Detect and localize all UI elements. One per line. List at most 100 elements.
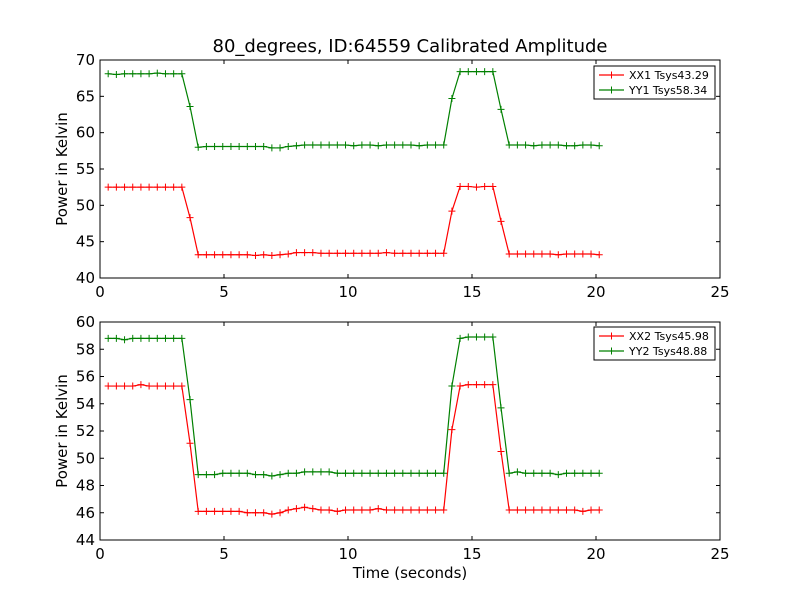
top-point-xx1-60 bbox=[595, 251, 603, 259]
bottom-xtick-label-4: 20 bbox=[586, 545, 605, 563]
top-point-yy1-45 bbox=[472, 68, 480, 76]
top-point-xx1-17 bbox=[243, 251, 251, 259]
bottom-point-yy2-34 bbox=[382, 469, 390, 477]
top-point-xx1-32 bbox=[366, 249, 374, 257]
bottom-point-xx2-13 bbox=[211, 507, 219, 515]
bottom-ytick-label-5: 54 bbox=[76, 395, 95, 413]
bottom-legend-box bbox=[593, 326, 716, 361]
top-point-xx1-7 bbox=[161, 183, 169, 191]
top-point-xx1-36 bbox=[399, 249, 407, 257]
bottom-point-xx2-56 bbox=[562, 506, 570, 514]
bottom-point-yy2-25 bbox=[309, 468, 317, 476]
top-point-xx1-39 bbox=[423, 249, 431, 257]
top-point-yy1-18 bbox=[251, 142, 259, 150]
top-point-yy1-48 bbox=[497, 105, 505, 113]
bottom-point-xx2-27 bbox=[325, 506, 333, 514]
bottom-point-xx2-52 bbox=[530, 506, 538, 514]
bottom-point-xx2-45 bbox=[472, 381, 480, 389]
bottom-point-xx2-5 bbox=[145, 382, 153, 390]
top-ytick-label-2: 50 bbox=[76, 196, 95, 214]
top-point-xx1-38 bbox=[415, 249, 423, 257]
top-point-yy1-52 bbox=[530, 142, 538, 150]
top-point-xx1-50 bbox=[513, 250, 521, 258]
top-xtick-label-2: 10 bbox=[338, 283, 357, 301]
top-point-xx1-37 bbox=[407, 249, 415, 257]
bottom-legend: XX2 Tsys45.98 YY2 Tsys48.88 bbox=[593, 326, 716, 361]
top-point-xx1-21 bbox=[276, 251, 284, 259]
top-point-yy1-0 bbox=[104, 70, 112, 78]
top-point-yy1-42 bbox=[448, 95, 456, 103]
bottom-point-yy2-54 bbox=[546, 469, 554, 477]
bottom-point-yy2-11 bbox=[194, 471, 202, 479]
top-legend-marker-yy1 bbox=[608, 86, 615, 94]
top-point-yy1-36 bbox=[399, 141, 407, 149]
top-point-xx1-40 bbox=[432, 249, 440, 257]
bottom-ytick-label-8: 60 bbox=[76, 313, 95, 331]
bottom-point-xx2-29 bbox=[342, 506, 350, 514]
bottom-ytick-label-6: 56 bbox=[76, 368, 95, 386]
top-point-xx1-23 bbox=[292, 249, 300, 257]
bottom-point-yy2-9 bbox=[178, 334, 186, 342]
top-point-yy1-17 bbox=[243, 142, 251, 150]
top-plot-panel: 0 5 10 15 20 25 40 45 50 55 60 65 70 Power in Kelvin X… bbox=[53, 51, 730, 301]
bottom-point-yy2-56 bbox=[562, 469, 570, 477]
top-point-yy1-20 bbox=[268, 144, 276, 152]
top-point-xx1-29 bbox=[342, 249, 350, 257]
bottom-point-xx2-12 bbox=[202, 507, 210, 515]
bottom-point-yy2-2 bbox=[121, 336, 129, 344]
top-point-yy1-25 bbox=[309, 141, 317, 149]
top-point-yy1-1 bbox=[112, 71, 120, 79]
bottom-point-yy2-59 bbox=[587, 469, 595, 477]
bottom-point-yy2-16 bbox=[235, 469, 243, 477]
bottom-ytick-label-2: 48 bbox=[76, 477, 95, 495]
bottom-point-xx2-15 bbox=[227, 507, 235, 515]
top-point-yy1-50 bbox=[513, 141, 521, 149]
top-legend-label-xx1: XX1 Tsys43.29 bbox=[629, 69, 709, 82]
top-point-yy1-27 bbox=[325, 141, 333, 149]
bottom-point-xx2-25 bbox=[309, 505, 317, 513]
top-point-xx1-14 bbox=[219, 251, 227, 259]
top-point-yy1-41 bbox=[440, 141, 448, 149]
top-point-yy1-8 bbox=[170, 70, 178, 78]
bottom-point-xx2-60 bbox=[595, 506, 603, 514]
bottom-ytick-label-0: 44 bbox=[76, 531, 95, 549]
bottom-point-yy2-36 bbox=[399, 469, 407, 477]
bottom-point-xx2-47 bbox=[489, 381, 497, 389]
bottom-xtick-label-0: 0 bbox=[95, 545, 105, 563]
top-point-xx1-57 bbox=[571, 250, 579, 258]
top-point-yy1-6 bbox=[153, 69, 161, 77]
bottom-point-xx2-22 bbox=[284, 506, 292, 514]
top-point-yy1-19 bbox=[260, 142, 268, 150]
top-point-xx1-15 bbox=[227, 251, 235, 259]
bottom-legend-marker-xx2 bbox=[608, 332, 615, 340]
bottom-point-yy2-41 bbox=[440, 469, 448, 477]
bottom-point-xx2-55 bbox=[554, 506, 562, 514]
top-point-yy1-13 bbox=[211, 142, 219, 150]
top-point-yy1-21 bbox=[276, 144, 284, 152]
bottom-point-xx2-58 bbox=[579, 507, 587, 515]
bottom-point-xx2-2 bbox=[121, 382, 129, 390]
bottom-point-yy2-0 bbox=[104, 334, 112, 342]
bottom-xtick-label-3: 15 bbox=[462, 545, 481, 563]
top-point-yy1-59 bbox=[587, 141, 595, 149]
top-point-xx1-42 bbox=[448, 207, 456, 215]
top-point-xx1-58 bbox=[579, 250, 587, 258]
bottom-point-yy2-24 bbox=[301, 468, 309, 476]
bottom-point-xx2-8 bbox=[170, 382, 178, 390]
bottom-point-yy2-39 bbox=[423, 469, 431, 477]
top-point-xx1-18 bbox=[251, 251, 259, 259]
bottom-point-yy2-44 bbox=[464, 333, 472, 341]
bottom-point-xx2-38 bbox=[415, 506, 423, 514]
top-point-yy1-56 bbox=[562, 142, 570, 150]
bottom-point-yy2-58 bbox=[579, 469, 587, 477]
bottom-point-xx2-32 bbox=[366, 506, 374, 514]
bottom-point-yy2-10 bbox=[186, 396, 194, 404]
bottom-ylabel: Power in Kelvin bbox=[53, 374, 71, 488]
top-point-xx1-3 bbox=[129, 183, 137, 191]
bottom-legend-marker-yy2 bbox=[608, 347, 615, 355]
top-point-yy1-3 bbox=[129, 70, 137, 78]
top-point-yy1-51 bbox=[522, 141, 530, 149]
top-point-yy1-14 bbox=[219, 142, 227, 150]
top-point-xx1-2 bbox=[121, 183, 129, 191]
top-xtick-label-5: 25 bbox=[710, 283, 729, 301]
